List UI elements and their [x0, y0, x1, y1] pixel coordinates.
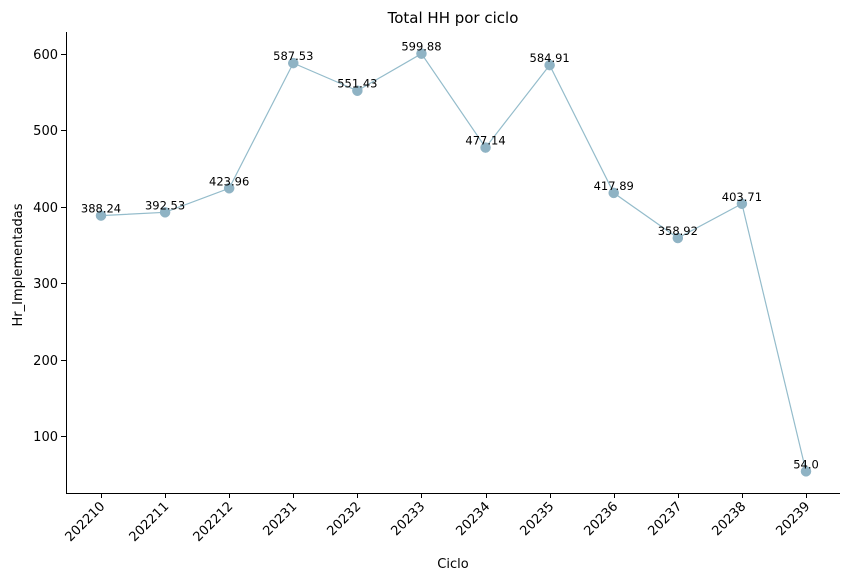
x-tick-label: 20232 — [324, 499, 364, 539]
data-label: 54.0 — [793, 457, 819, 471]
data-label: 417.89 — [594, 179, 634, 193]
data-point — [288, 57, 299, 69]
data-label: 388.24 — [81, 202, 121, 216]
data-point — [416, 48, 427, 59]
x-tick-label: 20236 — [581, 499, 621, 539]
data-label: 551.43 — [337, 77, 377, 91]
data-point — [736, 198, 748, 210]
y-tick-label: 200 — [33, 354, 58, 369]
data-point — [608, 187, 619, 199]
data-point — [672, 232, 684, 244]
x-tick-label: 202211 — [127, 499, 173, 545]
y-tick-label: 400 — [33, 201, 58, 216]
y-ticks: 100 200 300 400 500 600 — [33, 48, 66, 445]
series-hr-implementadas — [95, 48, 812, 477]
y-tick-label: 100 — [33, 430, 58, 445]
data-point — [480, 142, 491, 153]
series-line — [100, 52, 807, 472]
data-point — [800, 466, 812, 477]
data-label: 403.71 — [722, 190, 762, 204]
chart-title: Total HH por ciclo — [387, 9, 519, 27]
x-axis-label: Ciclo — [437, 557, 468, 572]
data-point — [159, 207, 171, 218]
y-axis-label: Hr_Implementadas — [11, 203, 26, 326]
data-point — [95, 210, 107, 221]
x-ticks: 202210 202211 202212 20231 20232 20233 20234 20… — [63, 493, 813, 545]
x-tick-label: 20234 — [453, 499, 493, 539]
data-labels: 388.24 392.53 423.96 587.53 551.43 599.88 477.… — [81, 40, 819, 472]
x-tick-label: 20235 — [517, 499, 557, 539]
y-tick-label: 500 — [33, 124, 58, 139]
x-tick-label: 20233 — [388, 499, 428, 539]
y-tick-label: 600 — [33, 48, 58, 63]
x-tick-label: 20239 — [773, 499, 813, 539]
x-tick-label: 20231 — [260, 499, 300, 539]
data-point — [223, 183, 235, 194]
x-tick-label: 202210 — [63, 499, 109, 545]
data-label: 477.14 — [465, 134, 505, 148]
data-label: 599.88 — [401, 40, 441, 54]
x-tick-label: 202212 — [191, 499, 237, 545]
axes — [66, 32, 840, 494]
x-tick-label: 20238 — [709, 499, 749, 539]
data-label: 392.53 — [145, 198, 185, 212]
data-point — [352, 85, 363, 96]
y-tick-label: 300 — [33, 277, 58, 292]
data-label: 587.53 — [273, 49, 313, 63]
data-label: 584.91 — [530, 51, 570, 65]
data-label: 358.92 — [658, 224, 698, 238]
x-tick-label: 20237 — [645, 499, 685, 539]
data-label: 423.96 — [209, 174, 249, 188]
data-point — [544, 59, 555, 71]
